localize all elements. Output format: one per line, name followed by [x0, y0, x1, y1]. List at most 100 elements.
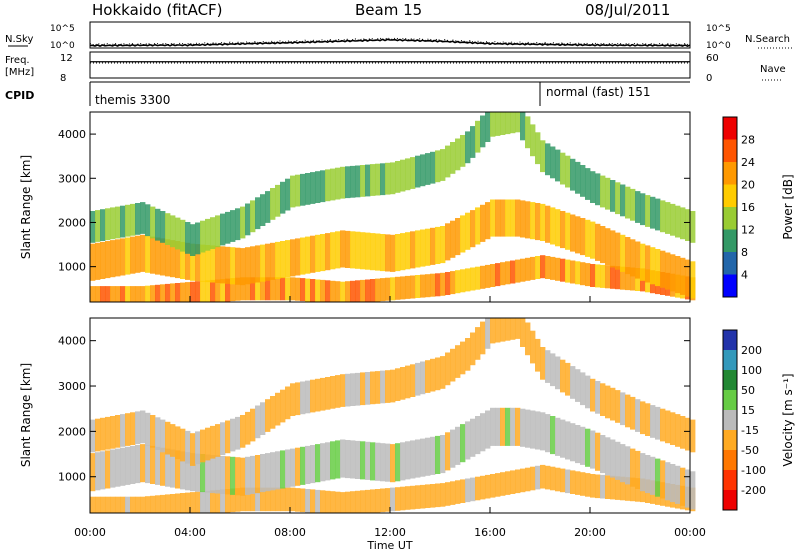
power-cell [525, 201, 531, 239]
velocity-cell [255, 487, 261, 512]
colorbar-swatch [723, 490, 737, 511]
power-cell [115, 206, 121, 239]
velocity-cell [585, 473, 591, 497]
velocity-cell [320, 443, 326, 482]
velocity-cell [100, 451, 106, 490]
colorbar-swatch [723, 184, 737, 208]
velocity-cell [220, 422, 226, 455]
velocity-cell [635, 450, 641, 489]
velocity-cell [245, 487, 251, 512]
velocity-cell [215, 424, 221, 457]
power-cell [195, 281, 201, 302]
velocity-cell [525, 467, 531, 492]
velocity-cell [650, 405, 656, 438]
power-cell [120, 286, 126, 302]
power-cell [220, 279, 226, 302]
velocity-cell [330, 491, 336, 513]
velocity-cell [265, 453, 271, 492]
nsky-frame [89, 21, 691, 49]
power-cell [425, 228, 431, 266]
velocity-cell [410, 485, 416, 510]
velocity-cell [560, 468, 566, 493]
colorbar-tick-label: -100 [741, 464, 766, 477]
velocity-cell [160, 447, 166, 486]
power-cell [130, 236, 136, 274]
velocity-cell [105, 496, 111, 513]
velocity-cell [165, 421, 171, 455]
velocity-cell [490, 318, 496, 344]
velocity-cell [580, 372, 586, 406]
velocity-cell [160, 494, 166, 513]
date-title: 08/Jul/2011 [585, 1, 670, 19]
power-cell [170, 215, 176, 248]
power-cell [355, 280, 361, 302]
power-cell [320, 279, 326, 302]
power-cell [280, 241, 286, 279]
velocity-cell [290, 383, 296, 416]
power-cell [505, 199, 511, 237]
power-cell [610, 265, 616, 289]
colorbar-tick-label: 12 [741, 224, 755, 237]
power-cell [285, 178, 291, 211]
velocity-cell [505, 471, 511, 495]
velocity-cell [460, 341, 466, 375]
power-cell [675, 256, 681, 294]
velocity-cell [240, 415, 246, 448]
velocity-cell [400, 486, 406, 511]
power-cell [415, 155, 421, 188]
velocity-cell [255, 405, 261, 439]
power-cell [185, 222, 191, 254]
power-cell [560, 211, 566, 249]
velocity-cell [325, 377, 331, 410]
cpid-panel: CPID themis 3300 normal (fast) 151 [5, 81, 690, 107]
velocity-cell [595, 381, 601, 414]
velocity-cell [90, 496, 96, 513]
velocity-cell [255, 455, 261, 494]
colorbar-tick-label: -50 [741, 444, 759, 457]
power-cell [310, 279, 316, 302]
power-cell [375, 278, 381, 302]
colorbar-tick-label: 15 [741, 404, 755, 417]
power-cell [370, 164, 376, 196]
power-cell [110, 207, 116, 240]
power-cell [150, 206, 156, 239]
power-cell [400, 276, 406, 300]
x-tick-label: 00:00 [674, 526, 706, 539]
freq-frame [89, 51, 691, 79]
velocity-cell [405, 486, 411, 510]
velocity-cell [155, 495, 161, 513]
power-cell [130, 203, 136, 236]
velocity-cell [545, 350, 551, 383]
velocity-cell [290, 448, 296, 487]
velocity-cell [280, 487, 286, 512]
power-cell [115, 286, 121, 302]
velocity-cell [355, 372, 361, 406]
power-cell [245, 203, 251, 236]
velocity-cell [405, 365, 411, 399]
power-cell [555, 209, 561, 247]
power-cell [630, 267, 636, 291]
power-cell [205, 280, 211, 302]
colorbar-swatch [723, 117, 737, 140]
colorbar-swatch [723, 370, 737, 391]
power-cell [365, 164, 371, 197]
velocity-cell [95, 496, 101, 513]
power-cell [505, 112, 511, 135]
power-cell [535, 203, 541, 241]
power-cell [285, 240, 291, 278]
velocity-cell [455, 480, 461, 504]
velocity-cell [465, 478, 471, 503]
power-cell [310, 172, 316, 204]
velocity-cell [325, 442, 331, 481]
power-cell [450, 220, 456, 258]
velocity-cell [315, 489, 321, 513]
colorbar-tick-label: -200 [741, 484, 766, 497]
power-cell [305, 236, 311, 274]
power-colorbar-ticks: 28 24 20 16 12 8 4 [741, 134, 755, 282]
power-cell [125, 204, 131, 237]
power-cell [480, 265, 486, 289]
colorbar-swatch [723, 274, 737, 298]
power-cell [295, 174, 301, 207]
colorbar-tick-label: 24 [741, 156, 755, 169]
power-cell [630, 188, 636, 221]
